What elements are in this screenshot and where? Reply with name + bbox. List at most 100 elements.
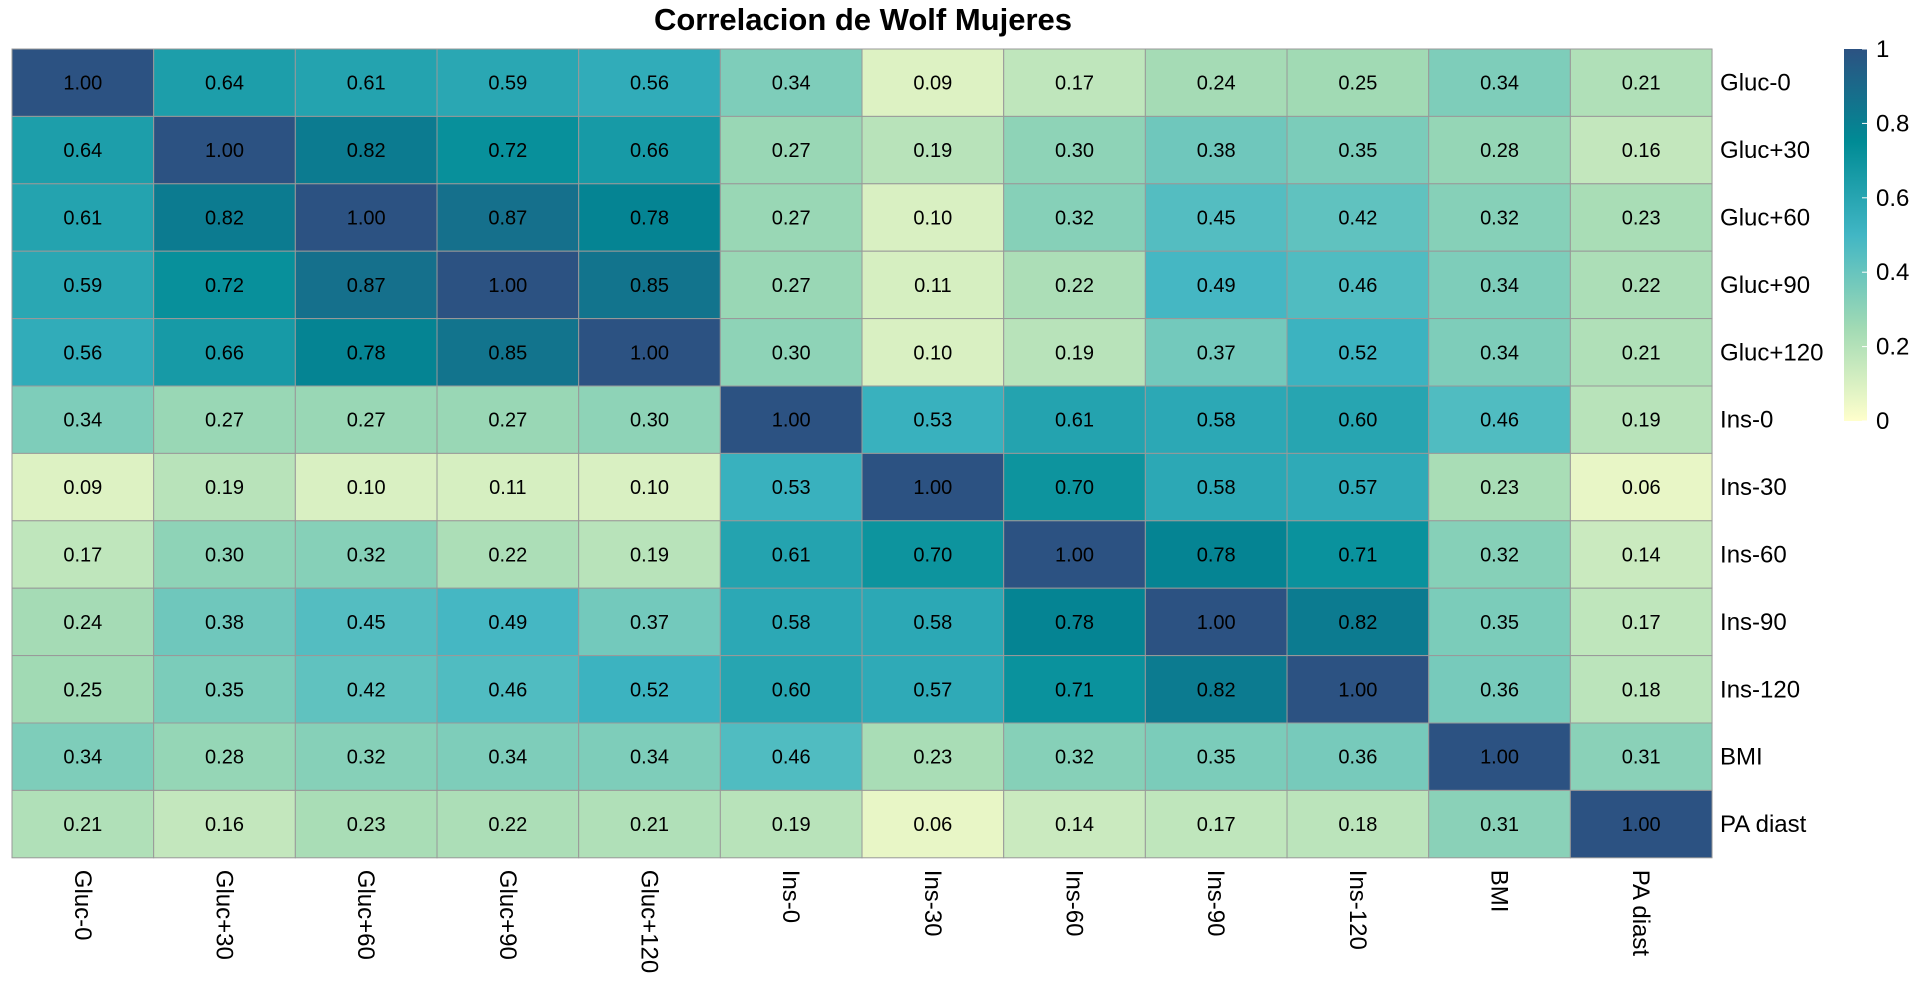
heatmap-cell-value: 0.87 [488,208,527,230]
heatmap-cell-value: 0.30 [772,342,811,364]
row-label-glucplus90: Gluc+90 [1720,272,1810,299]
row-label-ins-0: Ins-0 [1720,407,1773,434]
heatmap-cell-value: 0.32 [347,747,386,769]
heatmap-cell-value: 0.27 [347,410,386,432]
heatmap-cell-value: 0.49 [1197,275,1236,297]
heatmap-cell-value: 0.32 [1055,208,1094,230]
heatmap-cell-pa-diast-bmi [1428,789,1571,859]
heatmap-cell-value: 0.17 [1055,73,1094,95]
heatmap-cell-glucplus60-gluc-0 [11,183,155,252]
heatmap-cell-value: 0.70 [913,545,952,567]
legend-tick-label: 0.6 [1876,185,1909,212]
legend-tick-label: 0.2 [1876,334,1909,361]
heatmap-cell-value: 0.56 [630,73,669,95]
heatmap-cell-value: 1.00 [1338,679,1377,701]
heatmap-cell-ins-90-ins-30 [861,587,1005,657]
heatmap-cell-value: 0.61 [772,545,811,567]
heatmap-cell-value: 0.58 [772,612,811,634]
heatmap-cell-value: 0.37 [630,612,669,634]
row-labels: Gluc-0 Gluc+30 Gluc+60 Gluc+90 Gluc+120 Ins-0… [1720,70,1823,838]
heatmap-cell-value: 0.57 [913,679,952,701]
heatmap-cell-value: 1.00 [347,208,386,230]
column-label-ins-90: Ins-90 [1202,870,1229,937]
heatmap-cell-ins-0-ins-90 [1144,385,1288,454]
column-label-gluc-0: Gluc-0 [69,870,96,941]
heatmap-cell-value: 0.32 [347,545,386,567]
heatmap-cell-glucplus90-ins-0 [719,250,863,320]
heatmap-cell-ins-90-ins-90 [1144,587,1288,657]
heatmap-cell-value: 0.58 [1197,477,1236,499]
heatmap-cell-value: 0.52 [1338,342,1377,364]
heatmap-cell-value: 0.58 [1197,410,1236,432]
heatmap-cell-glucplus30-glucplus60 [294,115,438,185]
heatmap-cell-value: 0.71 [1338,545,1377,567]
heatmap-cell-glucplus120-glucplus30 [153,318,296,387]
heatmap-cell-glucplus30-glucplus90 [436,115,580,185]
heatmap-cell-bmi-glucplus90 [436,722,580,791]
heatmap-cell-ins-0-pa-diast [1569,385,1713,454]
heatmap-cell-value: 0.21 [63,814,102,836]
heatmap-cell-value: 0.30 [205,545,244,567]
heatmap-cell-ins-30-glucplus90 [436,452,580,522]
heatmap-cell-glucplus120-bmi [1428,318,1571,387]
heatmap-cell-value: 0.46 [772,747,811,769]
heatmap-cell-ins-90-ins-0 [719,587,863,657]
heatmap-cell-ins-120-glucplus60 [294,655,438,724]
heatmap-cell-ins-30-glucplus60 [294,452,438,522]
heatmap-cell-value: 0.14 [1622,545,1661,567]
row-label-glucplus60: Gluc+60 [1720,205,1810,232]
heatmap-cell-pa-diast-ins-90 [1144,789,1288,859]
heatmap-cell-ins-60-glucplus90 [436,520,580,589]
heatmap-cell-ins-120-ins-60 [1003,655,1146,724]
heatmap-cell-pa-diast-glucplus30 [153,789,296,859]
heatmap-cell-value: 0.30 [1055,140,1094,162]
heatmap-cell-value: 0.60 [1338,410,1377,432]
heatmap-cell-glucplus120-gluc-0 [11,318,155,387]
heatmap-cell-glucplus60-pa-diast [1569,183,1713,252]
heatmap-cell-value: 0.10 [913,208,952,230]
heatmap-cell-value: 0.36 [1338,747,1377,769]
heatmap-cell-ins-90-ins-60 [1003,587,1146,657]
heatmap-cell-ins-120-glucplus120 [578,655,721,724]
heatmap-cell-value: 0.25 [1338,73,1377,95]
heatmap-cell-value: 0.37 [1197,342,1236,364]
heatmap-cell-value: 0.82 [1338,612,1377,634]
heatmap-cell-gluc-0-gluc-0 [11,48,155,117]
heatmap-cell-value: 0.64 [205,73,244,95]
heatmap-cell-value: 0.59 [488,73,527,95]
heatmap-cell-bmi-gluc-0 [11,722,155,791]
row-label-gluc-0: Gluc-0 [1720,70,1791,97]
heatmap-cell-value: 0.56 [63,342,102,364]
heatmap-cell-value: 0.34 [772,73,811,95]
heatmap-cell-ins-0-ins-0 [719,385,863,454]
heatmap-cell-glucplus60-glucplus60 [294,183,438,252]
heatmap-cell-pa-diast-glucplus120 [578,789,721,859]
heatmap-cell-value: 0.06 [913,814,952,836]
heatmap-cell-value: 0.32 [1480,208,1519,230]
legend-tick-label: 0.4 [1876,259,1909,286]
heatmap-cell-ins-30-glucplus120 [578,452,721,522]
heatmap-cell-ins-0-ins-120 [1286,385,1430,454]
heatmap-cell-value: 0.35 [1480,612,1519,634]
heatmap-cell-value: 0.32 [1055,747,1094,769]
legend-tick-label: 0 [1876,408,1889,435]
heatmap-cell-ins-30-ins-120 [1286,452,1430,522]
heatmap-cell-gluc-0-glucplus90 [436,48,580,117]
heatmap-cell-ins-30-ins-0 [719,452,863,522]
heatmap-cell-glucplus30-ins-0 [719,115,863,185]
heatmap-cell-bmi-ins-0 [719,722,863,791]
heatmap-cell-glucplus120-glucplus120 [578,318,721,387]
column-label-glucplus90: Gluc+90 [494,870,521,960]
heatmap-cell-value: 0.34 [1480,342,1519,364]
heatmap-cell-glucplus90-glucplus90 [436,250,580,320]
heatmap-cell-value: 0.34 [63,747,102,769]
heatmap-cell-glucplus120-ins-90 [1144,318,1288,387]
row-label-ins-30: Ins-30 [1720,474,1787,501]
heatmap-cell-value: 0.23 [1622,208,1661,230]
heatmap-cell-ins-120-ins-30 [861,655,1005,724]
column-label-glucplus30: Gluc+30 [211,870,238,960]
row-label-glucplus30: Gluc+30 [1720,137,1810,164]
row-label-glucplus120: Gluc+120 [1720,339,1823,366]
heatmap-cell-value: 0.19 [1055,342,1094,364]
heatmap-cell-pa-diast-ins-0 [719,789,863,859]
